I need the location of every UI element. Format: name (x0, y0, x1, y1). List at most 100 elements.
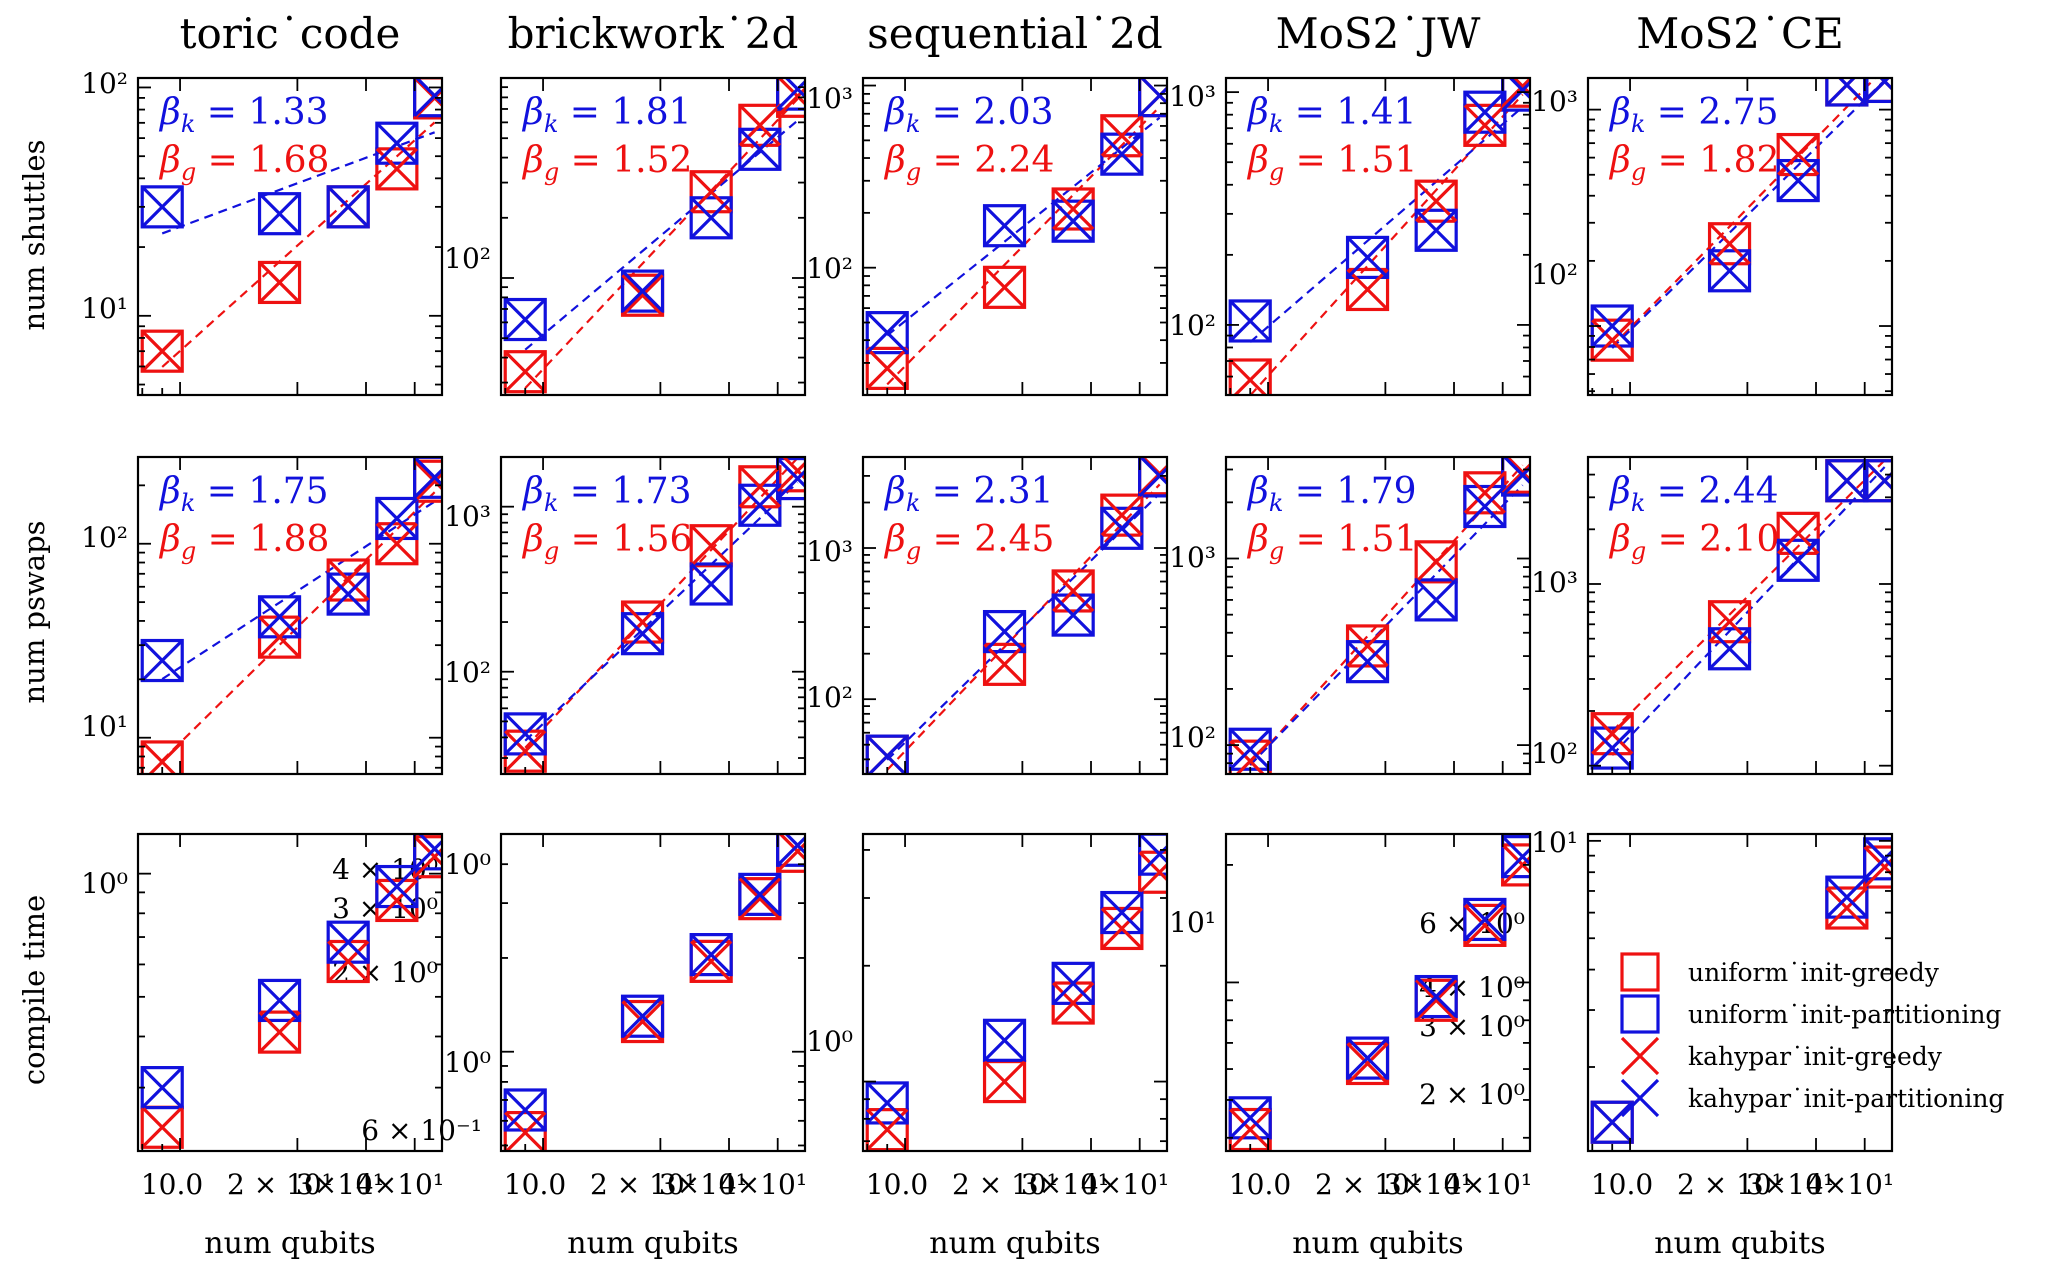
marker-cross-greedy (1052, 981, 1095, 1025)
marker-cross-greedy (504, 730, 547, 773)
tick-r0c0-1: 10¹ (81, 292, 128, 325)
marker-square-partitioning (865, 311, 909, 355)
marker-cross-partitioning (1100, 507, 1144, 550)
marker-cross-partitioning (1708, 627, 1751, 670)
column-title-mos2-ce: MoS2˙CE (1636, 9, 1844, 58)
tick-r1c4-0: 10³ (1531, 566, 1578, 599)
panel-frame-r0-c2 (861, 76, 1169, 397)
marker-cross-greedy (690, 940, 733, 983)
marker-cross-partitioning (1052, 593, 1095, 637)
marker-cross-greedy (1346, 268, 1389, 311)
legend-marker-cross (1620, 1036, 1660, 1076)
x-tick-labels: 10.0 2 × 10¹ 3×10¹ 4×10¹ 10.0 2 × 10¹ 3×… (141, 1168, 1894, 1201)
beta-k-annotation: βk = 2.31 (883, 471, 1054, 517)
marker-cross-partitioning (1229, 1096, 1272, 1139)
tick-r2c3-0: 10¹ (1169, 906, 1216, 939)
row-label-num-shuttles: num shuttles (17, 140, 51, 331)
beta-k-annotation: βk = 1.41 (1246, 92, 1417, 138)
beta-k-annotation: βk = 2.03 (883, 92, 1054, 138)
panel-frame-r2-c4 (1586, 832, 1894, 1153)
marker-cross-greedy (738, 465, 782, 508)
marker-cross-partitioning (1501, 457, 1530, 497)
marker-cross-partitioning (1138, 457, 1167, 498)
marker-cross-greedy (690, 524, 733, 567)
marker-cross-partitioning (738, 128, 782, 171)
marker-cross-partitioning (738, 873, 782, 916)
marker-square-partitioning (503, 297, 547, 342)
panel-ticks-r0-c0 (138, 78, 442, 395)
marker-square-greedy (689, 170, 733, 214)
xtick-2e1-col-1: 2 × 10¹ (590, 1168, 696, 1201)
marker-cross-partitioning (413, 834, 442, 870)
legend-label-kahypar-partitioning: kahypar˙init-partitioning (1688, 1084, 2004, 1113)
tick-r2c1-1: 10⁰ (444, 1046, 491, 1079)
panel-plot-area-r2-c3 (1228, 835, 1530, 1151)
marker-cross-greedy (621, 1000, 664, 1043)
marker-cross-greedy (776, 834, 805, 873)
marker-square-partitioning (1501, 835, 1530, 879)
marker-cross-greedy (1463, 471, 1507, 514)
marker-square-partitioning (1863, 459, 1892, 503)
marker-cross-partitioning (866, 311, 909, 354)
marker-cross-greedy (1346, 624, 1389, 668)
marker-cross-partitioning (983, 1019, 1026, 1062)
marker-cross-partitioning (1777, 539, 1820, 582)
marker-square-partitioning (620, 269, 665, 313)
marker-square-greedy (1345, 267, 1390, 312)
marker-square-greedy (375, 522, 419, 566)
marker-square-partitioning (738, 872, 782, 916)
xtick-4e1-col-0: 4×10¹ (356, 1168, 444, 1201)
xtick-10-col-2: 10.0 (866, 1168, 928, 1201)
marker-cross-partitioning (1138, 834, 1167, 876)
marker-square-partitioning (375, 121, 419, 165)
panel-ticks-r1-c1 (501, 456, 805, 774)
panel-plot-area-r0-c4 (1590, 78, 1892, 362)
panel-ticks-r2-c3 (1226, 834, 1530, 1151)
marker-square-partitioning (620, 612, 665, 656)
column-title-mos2-jw: MoS2˙JW (1276, 9, 1482, 58)
tick-r0c1-0: 10² (444, 242, 491, 275)
marker-square-partitioning (1414, 578, 1458, 622)
marker-cross-partitioning (327, 921, 370, 964)
marker-square-partitioning (620, 994, 665, 1038)
panel-frame-r0-c3 (1224, 76, 1532, 397)
marker-square-partitioning (257, 192, 302, 236)
xtick-2e1-col-0: 2 × 10¹ (227, 1168, 333, 1201)
panel-frame-r1-c2 (861, 455, 1169, 776)
marker-cross-partitioning (1825, 459, 1869, 502)
panel-plot-area-r0-c3 (1228, 78, 1530, 395)
marker-cross-greedy (983, 1060, 1026, 1103)
fit-line-partitioning (1611, 79, 1886, 349)
marker-cross-greedy (1052, 569, 1095, 613)
marker-square-partitioning (257, 978, 302, 1023)
panel-frame-r0-c4 (1586, 76, 1894, 397)
panel-ticks-r0-c3 (1226, 78, 1530, 396)
legend: uniform˙init-greedy uniform˙init-partiti… (1620, 952, 2004, 1118)
marker-square-greedy (140, 740, 184, 774)
legend-marker-square (1620, 994, 1660, 1034)
marker-cross-partitioning (983, 204, 1026, 247)
marker-square-partitioning (413, 834, 442, 871)
marker-cross-partitioning (690, 562, 733, 606)
marker-square-partitioning (1051, 593, 1095, 637)
marker-cross-partitioning (1229, 299, 1272, 343)
marker-cross-greedy (1229, 358, 1272, 395)
tick-r2c4-3: 3 × 10⁰ (1419, 1010, 1525, 1043)
panel-r2-c1 (499, 832, 807, 1153)
marker-cross-partitioning (1346, 1036, 1389, 1080)
marker-cross-partitioning (141, 185, 184, 228)
marker-cross-greedy (327, 558, 370, 602)
column-title-sequential-2d: sequential˙2d (867, 9, 1163, 58)
xtick-4e1-col-4: 4×10¹ (1806, 1168, 1894, 1201)
marker-square-partitioning (1825, 875, 1869, 919)
marker-cross-partitioning (141, 639, 184, 682)
marker-cross-partitioning (1825, 78, 1869, 107)
tick-r1c0-0: 10² (81, 521, 128, 554)
marker-cross-partitioning (504, 298, 547, 341)
marker-square-partitioning (140, 638, 184, 683)
marker-square-greedy (1414, 179, 1458, 223)
marker-square-partitioning (1414, 208, 1458, 252)
column-title-toric-code: toric˙code (180, 9, 401, 58)
